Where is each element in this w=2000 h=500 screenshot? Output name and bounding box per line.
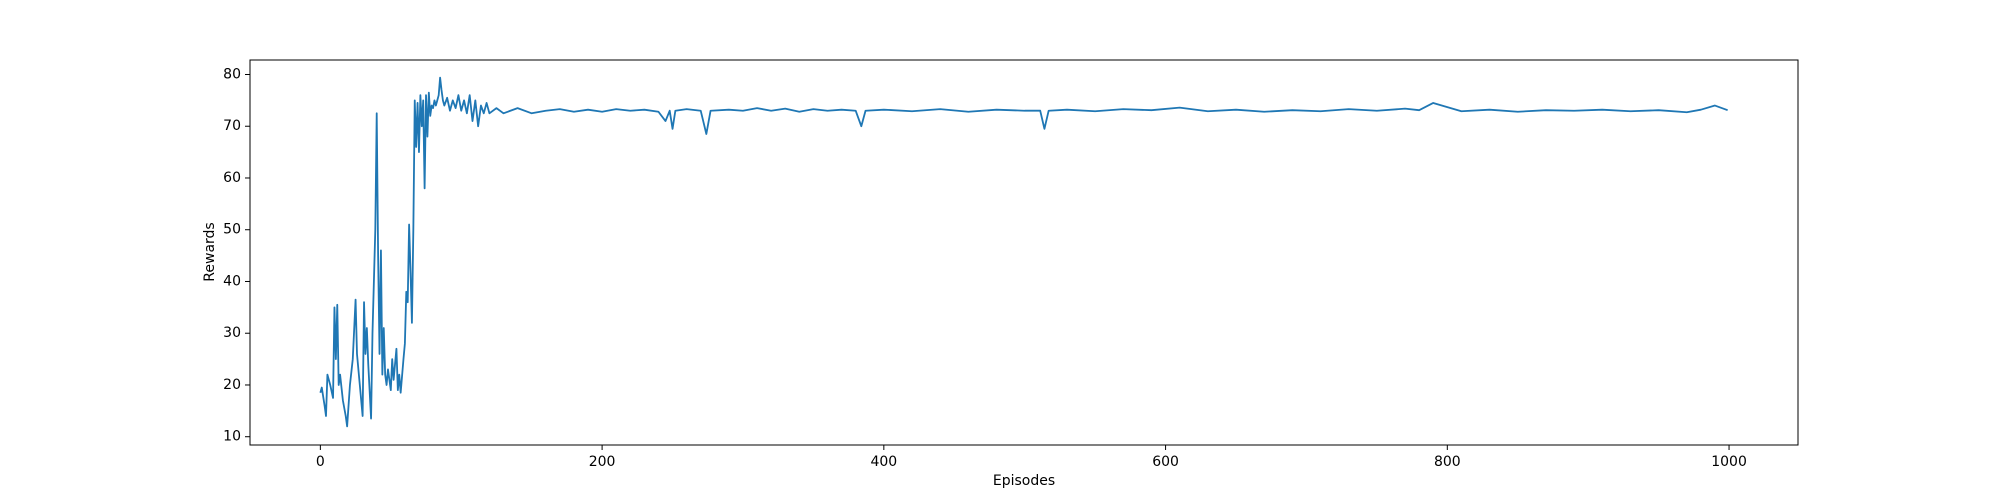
x-tick-label: 600	[1152, 454, 1179, 470]
y-tick-label: 20	[223, 377, 241, 393]
y-axis-label: Rewards	[202, 222, 218, 281]
x-tick-label: 200	[589, 454, 616, 470]
y-tick-label: 50	[223, 222, 241, 238]
y-tick-label: 30	[223, 325, 241, 341]
x-tick-label: 0	[316, 454, 325, 470]
y-tick-label: 80	[223, 66, 241, 82]
y-tick-label: 40	[223, 273, 241, 289]
y-tick-label: 60	[223, 170, 241, 186]
line-series	[319, 76, 1728, 428]
x-tick-label: 800	[1434, 454, 1461, 470]
y-tick-label: 70	[223, 118, 241, 134]
x-axis-label: Episodes	[993, 473, 1055, 489]
plot-frame	[249, 59, 1799, 446]
x-tick-label: 1000	[1711, 454, 1747, 470]
x-tick-label: 400	[870, 454, 897, 470]
y-tick-label: 10	[223, 429, 241, 445]
